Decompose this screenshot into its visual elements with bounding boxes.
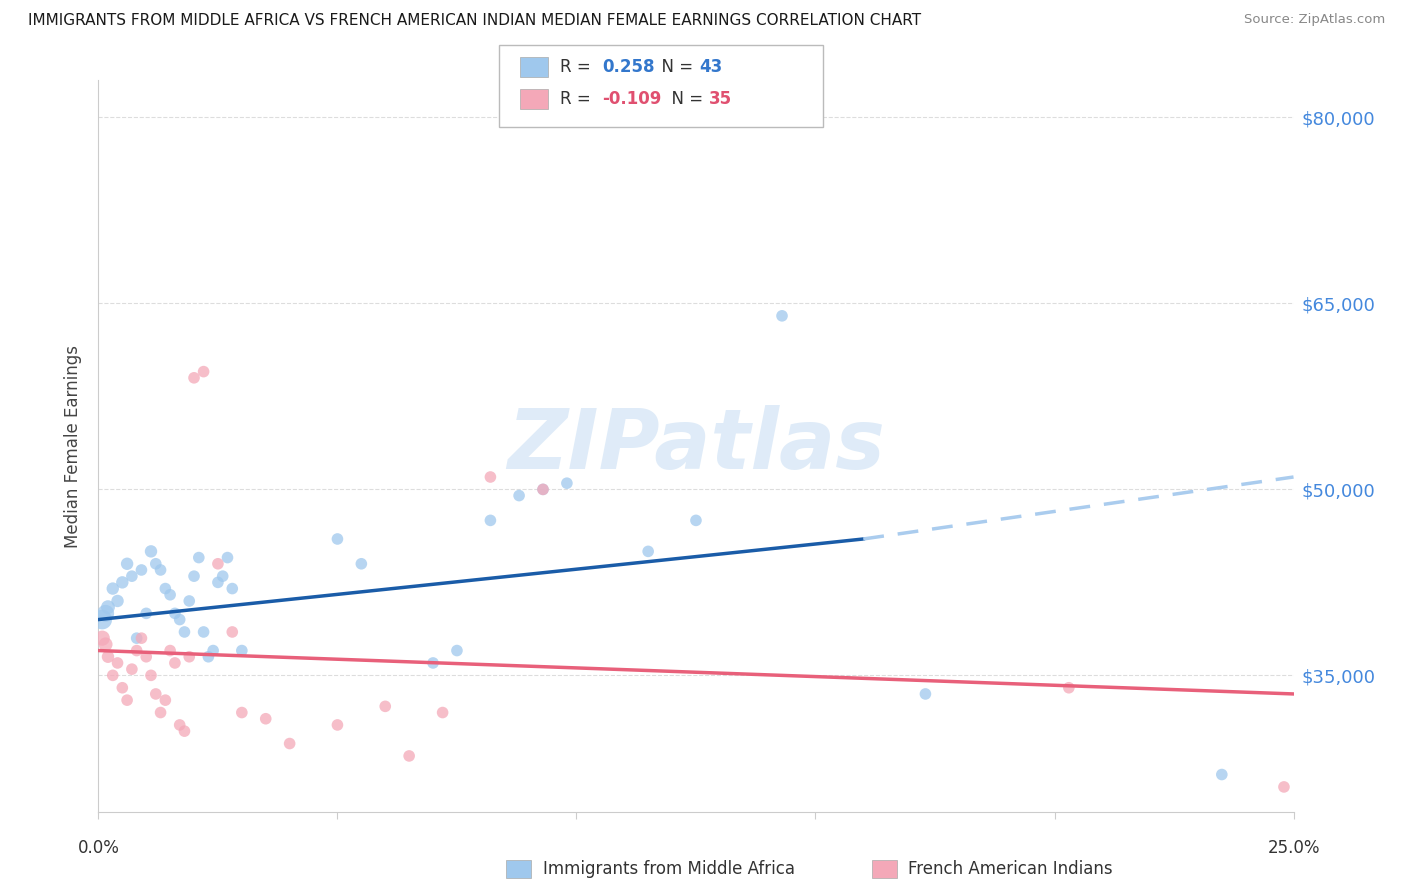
Point [183, 569, 205, 583]
Point [101, 668, 124, 682]
Point [555, 476, 578, 491]
Point [139, 668, 162, 682]
Point [163, 656, 186, 670]
Point [159, 588, 181, 602]
Text: R =: R = [560, 58, 596, 76]
Text: 43: 43 [699, 58, 723, 76]
Point [187, 550, 209, 565]
Point [139, 544, 162, 558]
Point [121, 662, 143, 676]
Point [326, 718, 349, 732]
Text: N =: N = [661, 90, 709, 108]
Point [179, 594, 201, 608]
Text: R =: R = [560, 90, 596, 108]
Point [531, 483, 554, 497]
Point [173, 624, 195, 639]
Point [94, 607, 117, 621]
Point [531, 483, 554, 497]
Point [1057, 681, 1080, 695]
Text: Immigrants from Middle Africa: Immigrants from Middle Africa [543, 860, 794, 878]
Point [173, 724, 195, 739]
Point [914, 687, 936, 701]
Point [131, 631, 153, 645]
Point [101, 582, 124, 596]
Point [374, 699, 396, 714]
Point [398, 748, 420, 763]
Point [1211, 767, 1233, 781]
Point [97, 600, 120, 615]
Point [183, 371, 205, 385]
Point [637, 544, 659, 558]
Text: 25.0%: 25.0% [1267, 839, 1320, 857]
Point [254, 712, 277, 726]
Text: 0.258: 0.258 [602, 58, 654, 76]
Text: N =: N = [651, 58, 699, 76]
Point [135, 649, 157, 664]
Point [115, 557, 138, 571]
Point [155, 693, 177, 707]
Point [1272, 780, 1295, 794]
Point [107, 656, 129, 670]
Point [350, 557, 373, 571]
Text: French American Indians: French American Indians [908, 860, 1114, 878]
Point [121, 569, 143, 583]
Point [231, 643, 253, 657]
Point [479, 470, 502, 484]
Point [193, 365, 215, 379]
Y-axis label: Median Female Earnings: Median Female Earnings [65, 344, 83, 548]
Point [145, 557, 167, 571]
Point [685, 513, 707, 527]
Point [155, 582, 177, 596]
Point [131, 563, 153, 577]
Point [202, 643, 225, 657]
Text: -0.109: -0.109 [602, 90, 661, 108]
Point [145, 687, 167, 701]
Point [231, 706, 253, 720]
Point [508, 489, 530, 503]
Point [149, 706, 172, 720]
Point [97, 649, 120, 664]
Point [197, 649, 219, 664]
Point [217, 550, 239, 565]
Text: ZIPatlas: ZIPatlas [508, 406, 884, 486]
Point [115, 693, 138, 707]
Point [91, 613, 114, 627]
Point [179, 649, 201, 664]
Point [422, 656, 444, 670]
Point [432, 706, 454, 720]
Point [326, 532, 349, 546]
Point [159, 643, 181, 657]
Point [125, 631, 148, 645]
Point [169, 613, 191, 627]
Point [169, 718, 191, 732]
Point [207, 575, 229, 590]
Text: 35: 35 [709, 90, 731, 108]
Point [94, 637, 117, 651]
Point [193, 624, 215, 639]
Text: 0.0%: 0.0% [77, 839, 120, 857]
Point [770, 309, 793, 323]
Point [446, 643, 468, 657]
Point [278, 737, 301, 751]
Point [211, 569, 233, 583]
Point [479, 513, 502, 527]
Text: IMMIGRANTS FROM MIDDLE AFRICA VS FRENCH AMERICAN INDIAN MEDIAN FEMALE EARNINGS C: IMMIGRANTS FROM MIDDLE AFRICA VS FRENCH … [28, 13, 921, 29]
Point [163, 607, 186, 621]
Point [221, 624, 243, 639]
Point [111, 681, 134, 695]
Point [207, 557, 229, 571]
Point [91, 631, 114, 645]
Point [125, 643, 148, 657]
Point [111, 575, 134, 590]
Point [149, 563, 172, 577]
Point [135, 607, 157, 621]
Text: Source: ZipAtlas.com: Source: ZipAtlas.com [1244, 13, 1385, 27]
Point [221, 582, 243, 596]
Point [107, 594, 129, 608]
